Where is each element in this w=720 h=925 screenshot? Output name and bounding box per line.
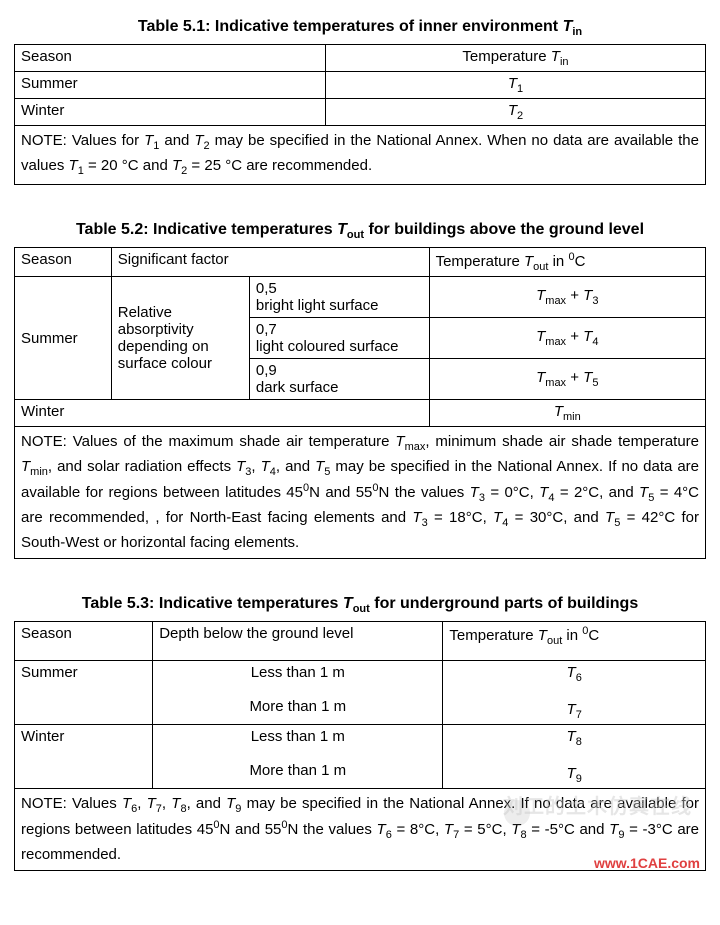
table1-title-text: Table 5.1: Indicative temperatures of in… [138, 18, 563, 35]
table1-summer: Summer [15, 72, 326, 99]
table1: Season Temperature Tin Summer T1 Winter … [14, 44, 706, 185]
table2-sub3-expr: Tmax + T5 [429, 359, 705, 400]
table3-winter-vals: T8 T9 [443, 724, 706, 788]
table2-factor-label: Relative absorptivity depending on surfa… [111, 277, 249, 400]
table2-summer: Summer [15, 277, 112, 400]
table2-sub3: 0,9dark surface [249, 359, 429, 400]
table3: Season Depth below the ground level Temp… [14, 621, 706, 871]
table1-header-season: Season [15, 45, 326, 72]
url-text: www.1CAE.com [594, 855, 700, 871]
table3-summer-depth: Less than 1 m More than 1 m [153, 660, 443, 724]
title-sub: in [572, 26, 582, 38]
table3-summer: Summer [15, 660, 153, 724]
table3-title: Table 5.3: Indicative temperatures Tout … [14, 595, 706, 615]
table2-header-factor: Significant factor [111, 248, 429, 277]
table3-header-season: Season [15, 621, 153, 660]
table1-winter: Winter [15, 99, 326, 126]
table3-header-depth: Depth below the ground level [153, 621, 443, 660]
table1-summer-val: T1 [325, 72, 705, 99]
table2-title: Table 5.2: Indicative temperatures Tout … [14, 221, 706, 241]
table2-header-temp: Temperature Tout in 0C [429, 248, 705, 277]
table2-winter: Winter [15, 400, 430, 427]
table3-summer-vals: T6 T7 [443, 660, 706, 724]
table2-sub2-expr: Tmax + T4 [429, 318, 705, 359]
table3-winter-depth: Less than 1 m More than 1 m [153, 724, 443, 788]
table3-winter: Winter [15, 724, 153, 788]
table1-note: NOTE: Values for T1 and T2 may be specif… [15, 126, 706, 185]
table2-header-season: Season [15, 248, 112, 277]
table1-title: Table 5.1: Indicative temperatures of in… [14, 18, 706, 38]
table2-note: NOTE: Values of the maximum shade air te… [15, 427, 706, 559]
table1-header-temp: Temperature Tin [325, 45, 705, 72]
watermark-text: 刘工的土木仿真在线 [503, 790, 692, 819]
table2-winter-expr: Tmin [429, 400, 705, 427]
title-var: T [563, 18, 573, 35]
table2: Season Significant factor Temperature To… [14, 247, 706, 559]
table2-sub1: 0,5bright light surface [249, 277, 429, 318]
table2-sub1-expr: Tmax + T3 [429, 277, 705, 318]
table1-winter-val: T2 [325, 99, 705, 126]
table2-sub2: 0,7light coloured surface [249, 318, 429, 359]
table3-header-temp: Temperature Tout in 0C [443, 621, 706, 660]
